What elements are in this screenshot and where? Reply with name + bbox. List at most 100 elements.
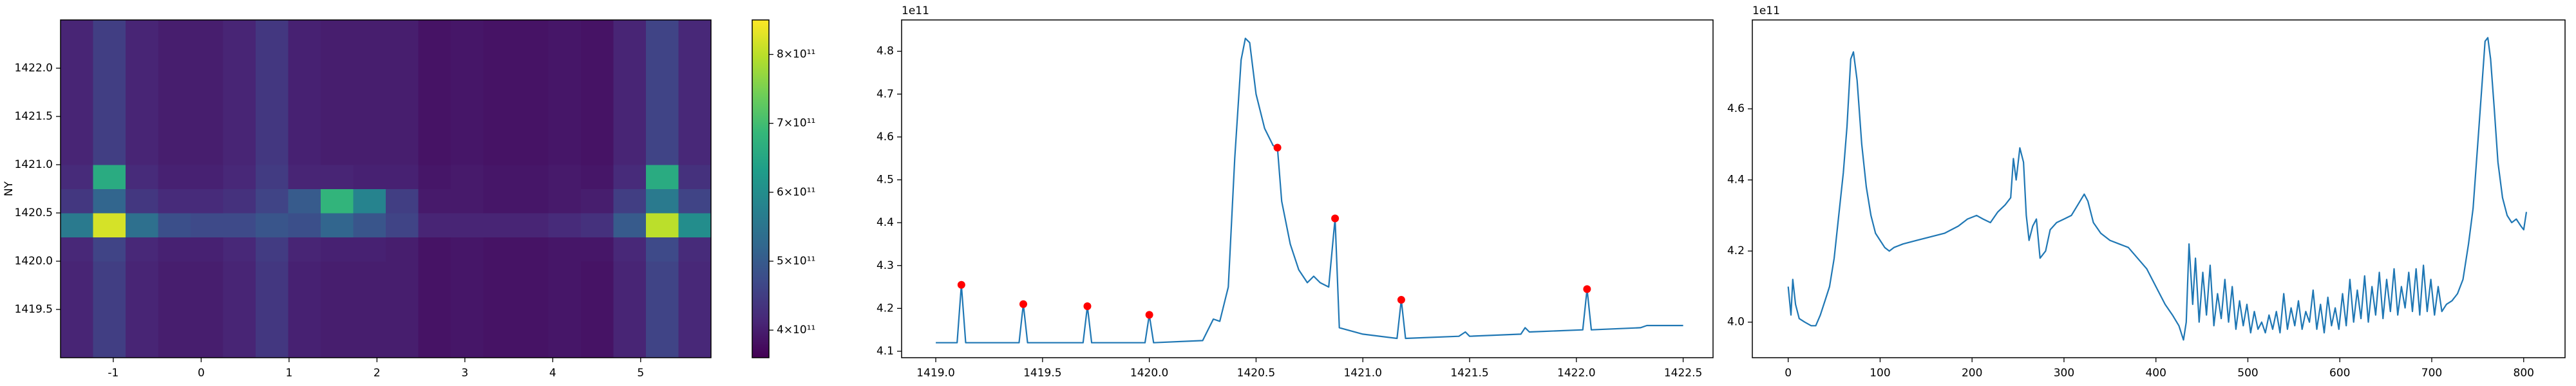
heatmap-cell (191, 309, 223, 334)
heatmap-cell (256, 309, 289, 334)
heatmap-cell (516, 261, 549, 286)
x-tick-label: 500 (2237, 367, 2258, 380)
heatmap-cell (646, 140, 679, 165)
heatmap-cell (223, 92, 256, 117)
heatmap-cell (581, 92, 614, 117)
heatmap-cell (288, 140, 321, 165)
heatmap-cell (126, 213, 158, 237)
heatmap-cell (516, 116, 549, 141)
heatmap-cell (191, 92, 223, 117)
y-tick-label: 4.4 (876, 216, 894, 229)
heatmap-cell (191, 140, 223, 165)
heatmap-cell (386, 20, 419, 44)
heatmap-cell (516, 213, 549, 237)
heatmap-cell (223, 20, 256, 44)
colorbar-tick-label: 4×10¹¹ (777, 324, 815, 336)
heatmap-cell (321, 285, 354, 310)
heatmap-cell (646, 68, 679, 93)
heatmap-cell (158, 92, 191, 117)
line (1787, 37, 2528, 341)
heatmap-cell (418, 309, 451, 334)
colorbar-frame (752, 19, 770, 358)
heatmap-cell (61, 92, 93, 117)
x-tick-label: 1420.5 (1237, 367, 1275, 380)
heatmap-cell (613, 44, 647, 69)
heatmap-cell (613, 237, 647, 262)
heatmap-cell (288, 68, 321, 93)
heatmap-cell (418, 237, 451, 262)
x-tick-label: 1421.0 (1343, 367, 1381, 380)
heatmap-cell (256, 92, 289, 117)
heatmap-cell (158, 44, 191, 69)
heatmap-cell (321, 237, 354, 262)
heatmap-cell (678, 188, 712, 214)
heatmap-cell (418, 188, 451, 214)
heatmap-cell (93, 213, 126, 237)
heatmap-cell (613, 285, 647, 310)
x-tick-label: 700 (2421, 367, 2442, 380)
heatmap-cell (321, 333, 354, 358)
x-tick-label: 300 (2054, 367, 2074, 380)
y-tick-label: 4.0 (1727, 316, 1745, 329)
heatmap-cell (646, 261, 679, 286)
y-tick-label: 4.5 (876, 174, 894, 187)
heatmap-cell (126, 20, 158, 44)
heatmap-cell (191, 213, 223, 237)
heatmap-cell (126, 165, 158, 189)
heatmap-cell (61, 140, 93, 165)
heatmap-cell (516, 285, 549, 310)
heatmap-cell (516, 68, 549, 93)
heatmap-cell (126, 261, 158, 286)
heatmap-cell (646, 237, 679, 262)
y-tick-label: 4.3 (876, 259, 894, 272)
heatmap-cell (613, 333, 647, 358)
heatmap-cell (386, 92, 419, 117)
heatmap-cell (288, 20, 321, 44)
heatmap-cell (581, 188, 614, 214)
heatmap-cell (158, 68, 191, 93)
heatmap-cell (678, 92, 712, 117)
heatmap-cell (191, 20, 223, 44)
y-tick-label: 4.1 (876, 345, 894, 358)
heatmap-cell (191, 44, 223, 69)
y-tick-label: 4.6 (1727, 102, 1745, 115)
heatmap-cell (548, 261, 582, 286)
heatmap-cell (353, 285, 386, 310)
heatmap-cell (93, 92, 126, 117)
heatmap-cell (288, 165, 321, 189)
heatmap-cell (353, 20, 386, 44)
heatmap-cell (678, 44, 712, 69)
heatmap-cell (288, 261, 321, 286)
heatmap-cell (451, 116, 484, 141)
peak-marker (1145, 311, 1153, 319)
colorbar-tick-label: 5×10¹¹ (777, 255, 815, 268)
heatmap-cell (613, 92, 647, 117)
heatmap-cell (516, 20, 549, 44)
heatmap-cell (548, 92, 582, 117)
heatmap-cell (451, 261, 484, 286)
heatmap-cell (613, 213, 647, 237)
heatmap-cell (386, 116, 419, 141)
heatmap-cell (288, 213, 321, 237)
heatmap-cell (451, 188, 484, 214)
heatmap-cell (483, 68, 516, 93)
heatmap-cell (646, 92, 679, 117)
heatmap-cell (321, 309, 354, 334)
heatmap-cell (581, 285, 614, 310)
heatmap-cell (678, 333, 712, 358)
heatmap-cell (548, 213, 582, 237)
heatmap-cell (646, 285, 679, 310)
heatmap-cell (321, 116, 354, 141)
heatmap (61, 20, 712, 358)
heatmap-cell (548, 285, 582, 310)
heatmap-cell (646, 333, 679, 358)
colorbar-tick-label: 8×10¹¹ (777, 48, 815, 61)
x-tick-label: 1422.0 (1557, 367, 1595, 380)
peak-marker (1331, 214, 1340, 223)
x-tick-label: 0 (198, 367, 205, 380)
heatmap-cell (353, 116, 386, 141)
peak-marker (1019, 300, 1027, 308)
heatmap-cell (158, 165, 191, 189)
heatmap-cell (321, 92, 354, 117)
